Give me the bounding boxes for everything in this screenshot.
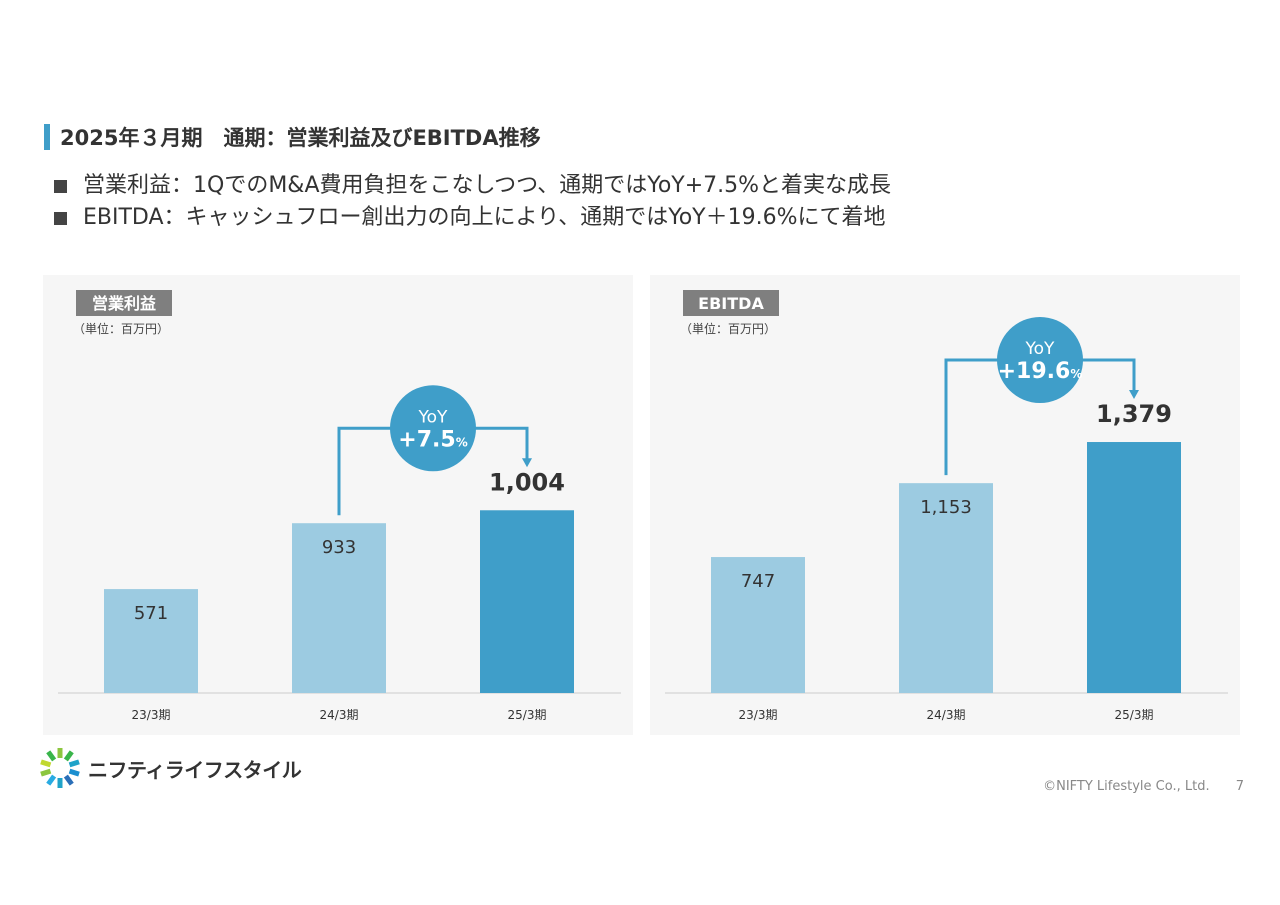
ebitda-chart: EBITDA （単位：百万円） 747 23/3期 1,153 24/3期 1,379 25/… xyxy=(665,290,1228,722)
chart-unit: （単位：百万円） xyxy=(73,321,169,336)
x-tick-label: 23/3期 xyxy=(132,708,171,722)
x-tick-label: 25/3期 xyxy=(508,708,547,722)
data-label: 933 xyxy=(322,537,356,558)
chart-unit: （単位：百万円） xyxy=(680,321,776,336)
bullet-item: EBITDA：キャッシュフロー創出力の向上により、通期ではYoY＋19.6%にて… xyxy=(54,202,891,234)
chart-title: 営業利益 xyxy=(92,294,156,313)
bar xyxy=(104,589,198,693)
bullet-text-ebitda: EBITDA：キャッシュフロー創出力の向上により、通期ではYoY＋19.6%にて… xyxy=(83,205,886,230)
brand-name: ニフティライフスタイル xyxy=(88,757,302,782)
yoy-value-suffix: % xyxy=(1070,367,1082,381)
x-tick-label: 24/3期 xyxy=(927,708,966,722)
square-bullet-icon xyxy=(54,179,67,193)
bullet-text-operating-profit: 営業利益：1QでのM&A費用負担をこなしつつ、通期ではYoY+7.5%と着実な成… xyxy=(83,173,892,198)
yoy-value-number: +7.5 xyxy=(398,427,455,452)
bar xyxy=(292,523,386,693)
company-logo: ニフティライフスタイル xyxy=(38,746,302,790)
bar xyxy=(711,557,805,693)
yoy-badge xyxy=(997,317,1083,404)
data-label: 747 xyxy=(741,571,775,592)
copyright-text: ©NIFTY Lifestyle Co., Ltd. xyxy=(1043,779,1210,794)
data-label: 571 xyxy=(134,603,168,624)
chart-title: EBITDA xyxy=(698,294,764,313)
chart-title-bg xyxy=(76,290,172,316)
title-accent-bar xyxy=(44,124,50,150)
chart-title-bg xyxy=(683,290,779,316)
nifty-lifestyle-logo-icon xyxy=(40,748,80,788)
yoy-label: YoY xyxy=(418,407,449,427)
arrow-down-icon xyxy=(1129,390,1139,400)
data-label: 1,153 xyxy=(920,497,972,518)
data-label: 1,379 xyxy=(1096,400,1172,428)
yoy-badge xyxy=(390,385,476,472)
bar xyxy=(899,483,993,693)
page-title: 2025年３月期 通期：営業利益及びEBITDA推移 xyxy=(60,126,541,150)
arrow-down-icon xyxy=(522,458,532,468)
x-tick-label: 24/3期 xyxy=(320,708,359,722)
yoy-value: +7.5% xyxy=(398,427,467,452)
x-tick-label: 23/3期 xyxy=(739,708,778,722)
yoy-value-suffix: % xyxy=(456,435,468,449)
operating-profit-chart: 営業利益 （単位：百万円） 571 23/3期 933 24/3期 1,004 25/3期 Yo… xyxy=(58,290,621,722)
bullet-list: 営業利益：1QでのM&A費用負担をこなしつつ、通期ではYoY+7.5%と着実な成… xyxy=(54,170,891,234)
bar xyxy=(1087,442,1181,693)
data-label: 1,004 xyxy=(489,468,565,496)
operating-profit-chart-panel: 営業利益 （単位：百万円） 571 23/3期 933 24/3期 1,004 25/3期 Yo… xyxy=(43,275,633,735)
bar xyxy=(480,510,574,693)
yoy-value: +19.6% xyxy=(998,359,1083,384)
x-tick-label: 25/3期 xyxy=(1115,708,1154,722)
square-bullet-icon xyxy=(54,211,67,225)
footer: ©NIFTY Lifestyle Co., Ltd. 7 xyxy=(1043,779,1244,794)
yoy-label: YoY xyxy=(1025,339,1056,359)
ebitda-chart-panel: EBITDA （単位：百万円） 747 23/3期 1,153 24/3期 1,379 25/… xyxy=(650,275,1240,735)
bullet-item: 営業利益：1QでのM&A費用負担をこなしつつ、通期ではYoY+7.5%と着実な成… xyxy=(54,170,891,202)
yoy-value-number: +19.6 xyxy=(998,359,1071,384)
page-number: 7 xyxy=(1235,779,1244,794)
